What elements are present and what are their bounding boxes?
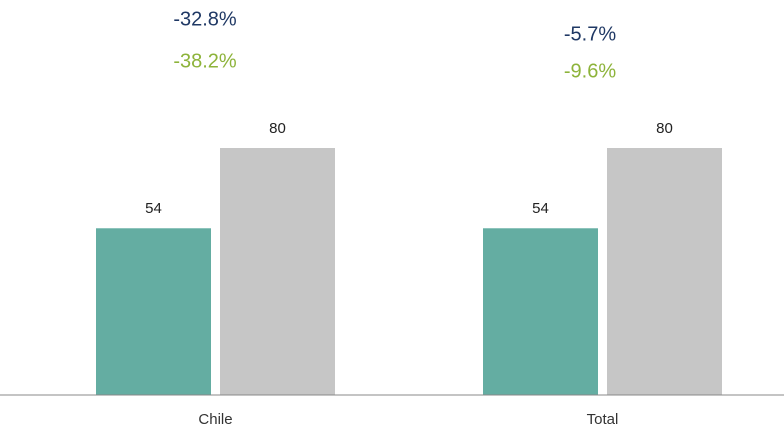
bar [96, 228, 211, 395]
data-label: 80 [656, 120, 673, 137]
data-label: 54 [145, 200, 162, 217]
annotation: -32.8% [173, 8, 237, 30]
data-label: 54 [532, 200, 549, 217]
annotation: -38.2% [173, 50, 237, 72]
x-tick-label: Total [587, 411, 619, 428]
annotation: -5.7% [564, 23, 616, 45]
annotation: -9.6% [564, 60, 616, 82]
data-label: 80 [269, 120, 286, 137]
x-tick-label: Chile [198, 411, 232, 428]
bar [607, 148, 722, 395]
bar [483, 228, 598, 395]
bar [220, 148, 335, 395]
